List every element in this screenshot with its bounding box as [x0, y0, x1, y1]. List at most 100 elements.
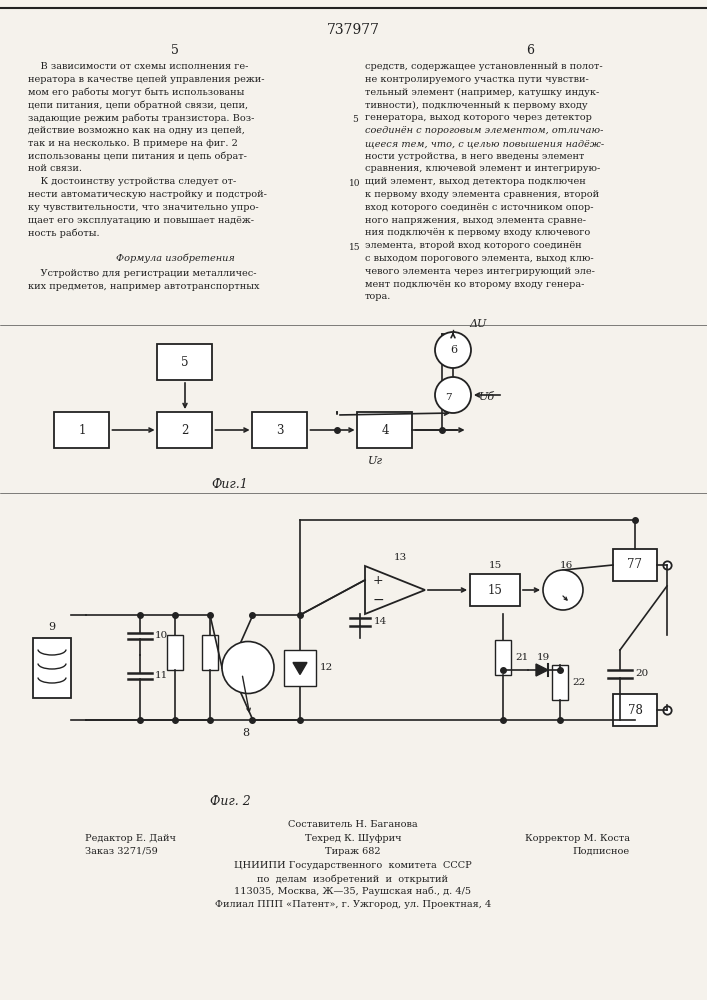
Text: мент подключён ко второму входу генера-: мент подключён ко второму входу генера-	[365, 280, 585, 289]
Text: Подписное: Подписное	[573, 847, 630, 856]
Text: с выходом порогового элемента, выход клю-: с выходом порогового элемента, выход клю…	[365, 254, 594, 263]
Bar	[54, 412, 110, 448]
Text: генератора, выход которого через детектор: генератора, выход которого через детекто…	[365, 113, 592, 122]
Text: ность работы.: ность работы.	[28, 228, 100, 238]
Circle shape	[543, 570, 583, 610]
Text: 21: 21	[515, 653, 528, 662]
Text: 15: 15	[488, 584, 503, 596]
Text: элемента, второй вход которого соединён: элемента, второй вход которого соединён	[365, 241, 582, 250]
Text: 11: 11	[155, 672, 168, 680]
Bar	[158, 412, 213, 448]
Text: не контролируемого участка пути чувстви-: не контролируемого участка пути чувстви-	[365, 75, 589, 84]
Circle shape	[435, 377, 471, 413]
Text: вход которого соединён с источником опор-: вход которого соединён с источником опор…	[365, 203, 593, 212]
Text: тора.: тора.	[365, 292, 392, 301]
Text: ку чувствительности, что значительно упро-: ку чувствительности, что значительно упр…	[28, 203, 259, 212]
Text: 22: 22	[572, 678, 585, 687]
Text: щий элемент, выход детектора подключен: щий элемент, выход детектора подключен	[365, 177, 586, 186]
Text: Фиг.1: Фиг.1	[211, 478, 248, 491]
Bar	[495, 640, 511, 675]
Text: ких предметов, например автотранспортных: ких предметов, например автотранспортных	[28, 282, 259, 291]
Text: Фиг. 2: Фиг. 2	[209, 795, 250, 808]
Text: соединён с пороговым элементом, отличаю-: соединён с пороговым элементом, отличаю-	[365, 126, 603, 135]
Text: использованы цепи питания и цепь обрат-: использованы цепи питания и цепь обрат-	[28, 152, 247, 161]
Text: 15: 15	[349, 243, 361, 252]
Text: 6: 6	[450, 345, 457, 355]
Text: 16: 16	[559, 560, 573, 570]
Text: К достоинству устройства следует от-: К достоинству устройства следует от-	[28, 177, 236, 186]
Text: 5: 5	[171, 43, 179, 56]
Text: 20: 20	[635, 670, 648, 678]
Text: −: −	[373, 593, 385, 607]
Text: чевого элемента через интегрирующий эле-: чевого элемента через интегрирующий эле-	[365, 267, 595, 276]
Polygon shape	[536, 664, 548, 676]
Text: 78: 78	[628, 704, 643, 716]
Bar	[252, 412, 308, 448]
Bar	[552, 665, 568, 700]
Text: действие возможно как на одну из цепей,: действие возможно как на одну из цепей,	[28, 126, 245, 135]
Text: нести автоматическую настройку и подстрой-: нести автоматическую настройку и подстро…	[28, 190, 267, 199]
Text: 3: 3	[276, 424, 284, 436]
Text: цепи питания, цепи обратной связи, цепи,: цепи питания, цепи обратной связи, цепи,	[28, 100, 248, 110]
Bar	[358, 412, 412, 448]
Text: ния подключён к первому входу ключевого: ния подключён к первому входу ключевого	[365, 228, 590, 237]
Text: тельный элемент (например, катушку индук-: тельный элемент (например, катушку индук…	[365, 88, 600, 97]
Text: 1: 1	[78, 424, 86, 436]
Text: Заказ 3271/59: Заказ 3271/59	[85, 847, 158, 856]
Text: 8: 8	[243, 728, 250, 738]
Text: Uб: Uб	[479, 392, 495, 402]
Text: по  делам  изобретений  и  открытий: по делам изобретений и открытий	[257, 874, 448, 884]
Text: 6: 6	[526, 43, 534, 56]
Text: щееся тем, что, с целью повышения надёж-: щееся тем, что, с целью повышения надёж-	[365, 139, 604, 148]
Bar	[284, 650, 316, 686]
Text: ного напряжения, выход элемента сравне-: ного напряжения, выход элемента сравне-	[365, 216, 586, 225]
Bar	[613, 694, 657, 726]
Text: 14: 14	[374, 617, 387, 626]
Text: 737977: 737977	[327, 23, 380, 37]
Text: Составитель Н. Баганова: Составитель Н. Баганова	[288, 820, 418, 829]
Polygon shape	[293, 662, 307, 674]
Circle shape	[435, 332, 471, 368]
Text: ности устройства, в него введены элемент: ности устройства, в него введены элемент	[365, 152, 585, 161]
Text: +: +	[373, 574, 384, 586]
Bar	[613, 549, 657, 581]
Text: Корректор М. Коста: Корректор М. Коста	[525, 834, 630, 843]
Text: 19: 19	[537, 652, 549, 662]
Text: Редактор Е. Дайч: Редактор Е. Дайч	[85, 834, 176, 843]
Bar	[470, 574, 520, 606]
Text: ЦНИИПИ Государственного  комитета  СССР: ЦНИИПИ Государственного комитета СССР	[234, 861, 472, 870]
Text: Техред К. Шуфрич: Техред К. Шуфрич	[305, 834, 402, 843]
Text: 10: 10	[349, 179, 361, 188]
Text: 13: 13	[393, 554, 407, 562]
Text: 113035, Москва, Ж—35, Раушская наб., д. 4/5: 113035, Москва, Ж—35, Раушская наб., д. …	[235, 887, 472, 896]
Bar	[167, 635, 183, 670]
Text: 5: 5	[181, 356, 189, 368]
Text: 12: 12	[320, 663, 333, 672]
Text: 10: 10	[155, 632, 168, 641]
Text: 77: 77	[628, 558, 643, 572]
Text: так и на несколько. В примере на фиг. 2: так и на несколько. В примере на фиг. 2	[28, 139, 238, 148]
Text: Устройство для регистрации металличес-: Устройство для регистрации металличес-	[28, 269, 257, 278]
Text: Филиал ППП «Патент», г. Ужгород, ул. Проектная, 4: Филиал ППП «Патент», г. Ужгород, ул. Про…	[215, 900, 491, 909]
Text: В зависимости от схемы исполнения ге-: В зависимости от схемы исполнения ге-	[28, 62, 248, 71]
Text: щает его эксплуатацию и повышает надёж-: щает его эксплуатацию и повышает надёж-	[28, 216, 254, 225]
Text: к первому входу элемента сравнения, второй: к первому входу элемента сравнения, втор…	[365, 190, 599, 199]
Text: сравнения, ключевой элемент и интегрирую-: сравнения, ключевой элемент и интегрирую…	[365, 164, 600, 173]
Text: Uг: Uг	[368, 456, 382, 466]
Text: задающие режим работы транзистора. Воз-: задающие режим работы транзистора. Воз-	[28, 113, 255, 123]
Text: Формула изобретения: Формула изобретения	[115, 253, 235, 263]
Text: ΔU: ΔU	[469, 319, 486, 329]
Text: мом его работы могут быть использованы: мом его работы могут быть использованы	[28, 88, 245, 97]
Text: 15: 15	[489, 562, 502, 570]
Text: 7: 7	[445, 393, 451, 402]
Text: 2: 2	[181, 424, 189, 436]
Bar	[33, 638, 71, 698]
Text: нератора в качестве цепей управления режи-: нератора в качестве цепей управления реж…	[28, 75, 264, 84]
Text: Тираж 682: Тираж 682	[325, 847, 381, 856]
Bar	[158, 344, 213, 380]
Text: ной связи.: ной связи.	[28, 164, 82, 173]
Text: 9: 9	[49, 622, 56, 633]
Circle shape	[222, 642, 274, 694]
Text: 4: 4	[381, 424, 389, 436]
Text: средств, содержащее установленный в полот-: средств, содержащее установленный в поло…	[365, 62, 602, 71]
